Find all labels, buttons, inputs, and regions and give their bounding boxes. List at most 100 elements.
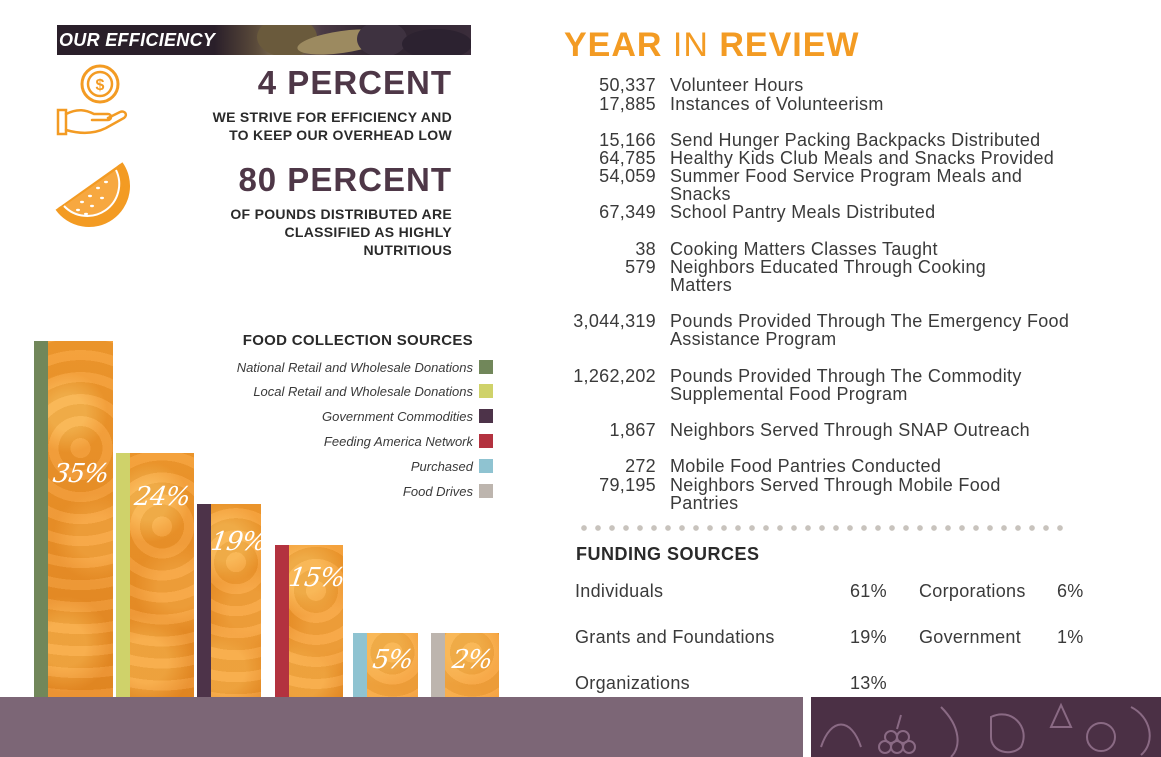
legend-swatch <box>479 434 493 448</box>
efficiency-banner: OUR EFFICIENCY <box>57 25 471 55</box>
review-label: Instances of Volunteerism <box>670 94 884 114</box>
funding-percent: 19% <box>850 627 887 647</box>
review-number: 79,195 <box>599 475 656 495</box>
hand-coin-icon: $ <box>56 64 128 136</box>
bar-fill: 35% <box>48 341 113 698</box>
funding-title: FUNDING SOURCES <box>576 544 760 564</box>
bar-color-stripe <box>116 453 130 698</box>
legend-item: Government Commodities <box>322 408 493 424</box>
dotted-divider <box>577 524 1067 532</box>
legend-label: Purchased <box>410 458 473 474</box>
bar-color-stripe <box>275 545 289 698</box>
bar-value-label: 24% <box>132 482 192 513</box>
nutritious-percent: 80 PERCENT <box>238 161 452 198</box>
bar-value-label: 19% <box>211 527 261 558</box>
produce-pattern-icon <box>820 702 1151 757</box>
bar: 5% <box>353 633 418 698</box>
bar: 2% <box>431 633 499 698</box>
orange-slice-icon <box>55 162 130 227</box>
funding-name: Individuals <box>575 581 664 601</box>
review-label: Neighbors Served Through SNAP Outreach <box>670 420 1030 440</box>
description-line: NUTRITIOUS <box>363 242 452 258</box>
review-number: 54,059 <box>599 166 656 186</box>
review-number: 67,349 <box>599 202 656 222</box>
legend-label: Local Retail and Wholesale Donations <box>253 383 473 399</box>
funding-name: Organizations <box>575 673 690 693</box>
bar-fill: 5% <box>367 633 418 698</box>
bar-value-label: 2% <box>450 645 494 675</box>
review-label: Neighbors Served Through Mobile Food Pan… <box>670 475 1001 513</box>
chart-title: FOOD COLLECTION SOURCES <box>242 332 473 349</box>
funding-name: Grants and Foundations <box>575 627 775 647</box>
review-number: 64,785 <box>599 148 656 168</box>
bar-color-stripe <box>353 633 367 698</box>
bar-color-stripe <box>197 504 211 698</box>
bar-fill: 19% <box>211 504 261 698</box>
review-label: Neighbors Educated Through Cooking Matte… <box>670 257 987 295</box>
review-label: Mobile Food Pantries Conducted <box>670 456 942 476</box>
legend-swatch <box>479 384 493 398</box>
review-number: 272 <box>625 456 656 476</box>
bar: 35% <box>34 341 113 698</box>
review-label: School Pantry Meals Distributed <box>670 202 936 222</box>
funding-name: Corporations <box>919 581 1026 601</box>
legend-swatch <box>479 409 493 423</box>
legend-item: Purchased <box>411 458 493 474</box>
review-label: Pounds Provided Through The Commodity Su… <box>670 366 1022 404</box>
review-label: Summer Food Service Program Meals and Sn… <box>670 166 1023 204</box>
review-number: 50,337 <box>599 75 656 95</box>
footer-band <box>0 697 803 757</box>
funding-name: Government <box>919 627 1022 647</box>
bar: 19% <box>197 504 261 698</box>
bar-value-label: 5% <box>370 645 415 675</box>
year-in-review-title: YEAR IN REVIEW <box>564 26 860 65</box>
overhead-description: WE STRIVE FOR EFFICIENCY AND TO KEEP OUR… <box>213 108 452 144</box>
bar-fill: 15% <box>289 545 343 698</box>
review-label: Pounds Provided Through The Emergency Fo… <box>670 311 1070 349</box>
review-label: Healthy Kids Club Meals and Snacks Provi… <box>670 148 1055 168</box>
funding-percent: 6% <box>1057 581 1084 601</box>
bar: 24% <box>116 453 194 698</box>
legend-swatch <box>479 459 493 473</box>
bar-fill: 2% <box>445 633 499 698</box>
review-number: 579 <box>625 257 656 277</box>
legend-label: Food Drives <box>402 483 473 499</box>
funding-percent: 1% <box>1057 627 1084 647</box>
legend-label: Feeding America Network <box>323 433 473 449</box>
legend-swatch <box>479 360 493 374</box>
title-year: YEAR <box>564 26 663 64</box>
title-review: REVIEW <box>719 26 860 64</box>
review-number: 3,044,319 <box>573 311 656 331</box>
review-label: Send Hunger Packing Backpacks Distribute… <box>670 130 1041 150</box>
review-number: 1,262,202 <box>573 366 656 386</box>
legend-item: Feeding America Network <box>324 433 493 449</box>
bar-fill: 24% <box>130 453 194 698</box>
description-line: TO KEEP OUR OVERHEAD LOW <box>229 127 452 143</box>
review-number: 38 <box>635 239 656 259</box>
funding-percent: 61% <box>850 581 887 601</box>
bar-value-label: 15% <box>289 563 343 594</box>
footer-pattern <box>811 697 1161 757</box>
svg-text:$: $ <box>96 77 105 94</box>
review-number: 1,867 <box>609 420 656 440</box>
review-number: 17,885 <box>599 94 656 114</box>
title-in: IN <box>672 26 709 64</box>
description-line: OF POUNDS DISTRIBUTED ARE <box>230 206 452 222</box>
funding-percent: 13% <box>850 673 887 693</box>
efficiency-title: OUR EFFICIENCY <box>59 30 216 50</box>
legend-swatch <box>479 484 493 498</box>
legend-item: Food Drives <box>403 483 493 499</box>
review-number: 15,166 <box>599 130 656 150</box>
overhead-percent: 4 PERCENT <box>257 64 452 101</box>
description-line: WE STRIVE FOR EFFICIENCY AND <box>212 109 452 125</box>
bar-color-stripe <box>431 633 445 698</box>
description-line: CLASSIFIED AS HIGHLY <box>284 224 452 240</box>
bar: 15% <box>275 545 343 698</box>
review-label: Volunteer Hours <box>670 75 804 95</box>
bar-value-label: 35% <box>50 458 110 489</box>
legend-label: National Retail and Wholesale Donations <box>236 359 473 375</box>
review-label: Cooking Matters Classes Taught <box>670 239 938 259</box>
legend-label: Government Commodities <box>322 408 473 424</box>
bar-color-stripe <box>34 341 48 698</box>
legend-item: Local Retail and Wholesale Donations <box>253 383 493 399</box>
